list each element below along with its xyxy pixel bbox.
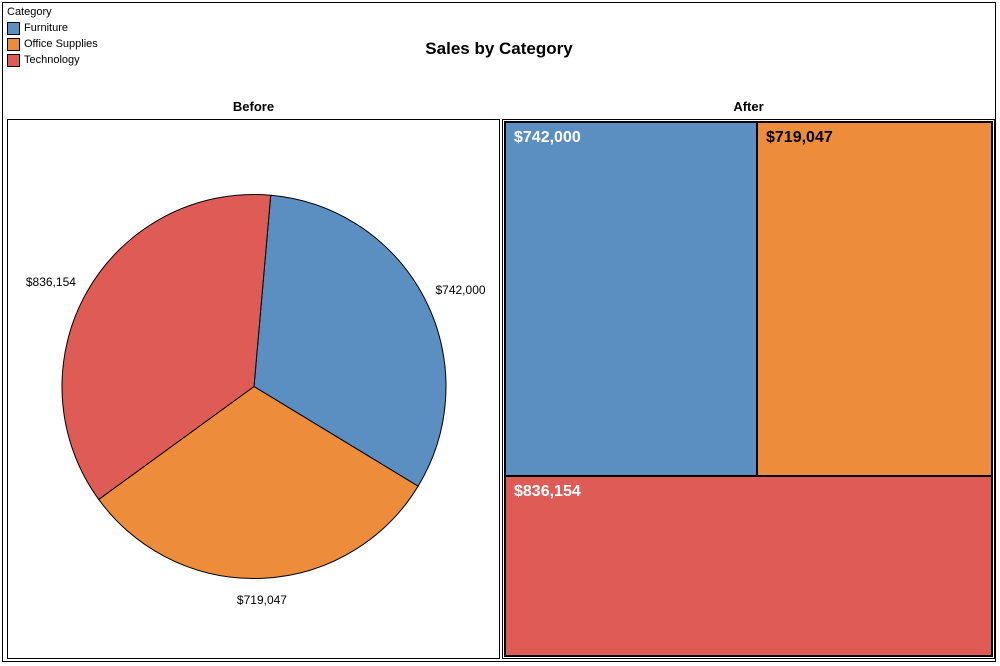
pie-svg (54, 187, 454, 587)
panel-title-after: After (502, 99, 995, 114)
pie-chart (54, 187, 454, 592)
pie-label-furniture: $742,000 (435, 283, 485, 297)
panel-before: $742,000 $719,047 $836,154 (7, 119, 500, 659)
chart-title: Sales by Category (3, 39, 995, 59)
treemap-cell-office-supplies: $719,047 (757, 122, 992, 476)
legend-swatch-furniture (7, 22, 20, 35)
legend-title: Category (7, 5, 98, 20)
pie-label-technology: $836,154 (26, 275, 76, 289)
pie-label-office-supplies: $719,047 (237, 593, 287, 607)
legend-label-furniture: Furniture (24, 21, 68, 36)
legend-item-furniture: Furniture (7, 21, 98, 36)
panel-after: $742,000$719,047$836,154 (502, 119, 995, 659)
treemap: $742,000$719,047$836,154 (505, 122, 992, 656)
treemap-cell-furniture: $742,000 (505, 122, 757, 476)
chart-frame: Category Furniture Office Supplies Techn… (2, 2, 996, 662)
panel-title-before: Before (7, 99, 500, 114)
treemap-cell-technology: $836,154 (505, 476, 992, 656)
